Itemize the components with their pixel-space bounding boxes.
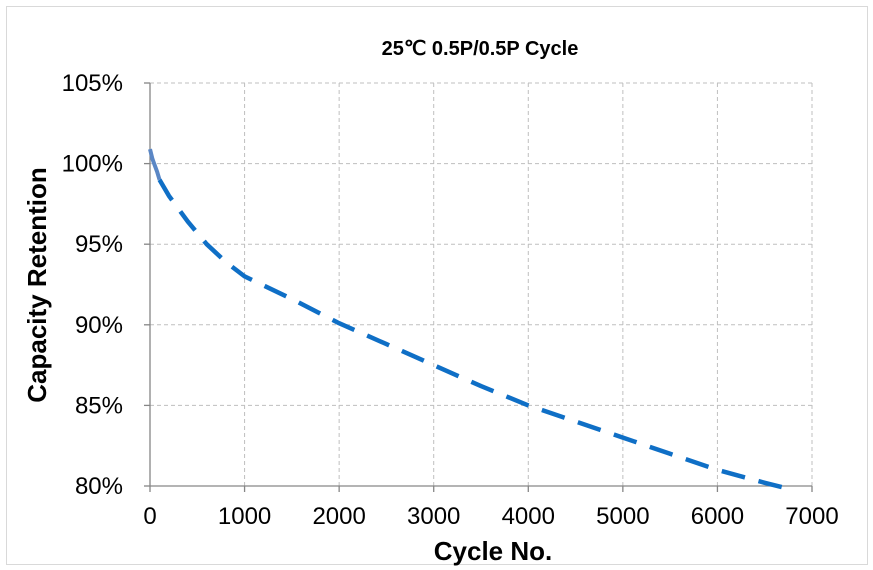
- x-tick-label: 5000: [596, 503, 649, 530]
- chart-title: 25℃ 0.5P/0.5P Cycle: [382, 38, 579, 60]
- y-tick-label: 80%: [75, 473, 123, 500]
- x-tick-label: 3000: [407, 503, 460, 530]
- series-lines: [148, 148, 785, 490]
- x-tick-labels: 0 1000 2000 3000 4000 5000 6000 7000: [143, 503, 838, 530]
- retention-line-dashed: [157, 178, 785, 490]
- x-tick-label: 6000: [691, 503, 744, 530]
- x-axis-label: Cycle No.: [434, 536, 553, 566]
- y-tick-label: 90%: [75, 312, 123, 339]
- x-tick-label: 7000: [785, 503, 838, 530]
- y-tick-label: 85%: [75, 392, 123, 419]
- x-tick-label: 4000: [502, 503, 555, 530]
- y-tick-labels: 80% 85% 90% 95% 100% 105%: [62, 70, 123, 500]
- retention-line-solid: [148, 148, 162, 181]
- x-tick-label: 1000: [218, 503, 271, 530]
- x-tick-label: 2000: [312, 503, 365, 530]
- y-tick-label: 100%: [62, 151, 123, 178]
- x-tick-label: 0: [143, 503, 156, 530]
- y-tick-label: 105%: [62, 70, 123, 97]
- grid-lines: [150, 82, 813, 486]
- y-tick-label: 95%: [75, 231, 123, 258]
- y-axis-label: Capacity Retention: [22, 167, 52, 403]
